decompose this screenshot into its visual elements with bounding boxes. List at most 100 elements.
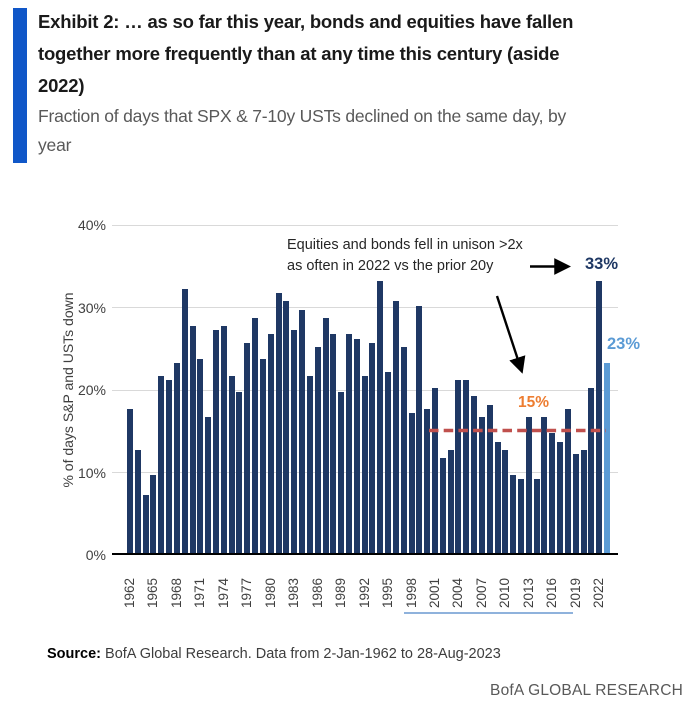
- gridline-30%: [112, 307, 618, 308]
- bar-1980: [267, 334, 274, 553]
- x-axis-line: [112, 553, 618, 555]
- x-tick-2019: 2019: [567, 577, 583, 608]
- bar-2000: [424, 408, 431, 553]
- x-tick-1986: 1986: [309, 577, 325, 608]
- x-tick-1971: 1971: [192, 577, 208, 608]
- data-label-2023: 23%: [607, 335, 641, 353]
- x-tick-1968: 1968: [168, 577, 184, 608]
- bar-1995: [385, 371, 392, 553]
- source-note: Source: BofA Global Research. Data from …: [47, 646, 501, 662]
- x-tick-2022: 2022: [591, 577, 607, 608]
- bar-2006: [471, 396, 478, 553]
- bar-1982: [283, 301, 290, 553]
- bar-1985: [306, 375, 313, 553]
- bar-2019: [572, 454, 579, 553]
- bar-1967: [166, 379, 173, 553]
- annotation-line: Equities and bonds fell in unison >2x: [287, 237, 523, 253]
- bar-2020: [580, 449, 587, 553]
- bar-1994: [377, 280, 384, 553]
- bar-2007: [478, 416, 485, 553]
- brand-footer: BofA GLOBAL RESEARCH: [490, 682, 683, 699]
- x-tick-1974: 1974: [215, 577, 231, 608]
- x-tick-2016: 2016: [544, 577, 560, 608]
- bar-2002: [439, 458, 446, 553]
- bar-1997: [400, 346, 407, 553]
- bar-1987: [322, 317, 329, 553]
- bar-2011: [510, 474, 517, 553]
- exhibit-title-line: 2022): [38, 75, 85, 96]
- exhibit-header: Exhibit 2: … as so far this year, bonds …: [38, 6, 686, 159]
- bar-2021: [588, 388, 595, 553]
- bar-1977: [244, 342, 251, 553]
- bar-2008: [486, 404, 493, 553]
- bar-chart: 0% 10% 20% 30% 40% % of days S&P and USTs do…: [60, 218, 641, 614]
- bar-1981: [275, 293, 282, 553]
- bar-2012: [518, 478, 524, 553]
- bar-2004: [455, 379, 462, 553]
- reference-line-label: 15%: [518, 394, 550, 411]
- bar-1984: [299, 309, 306, 553]
- exhibit-subtitle-line: Fraction of days that SPX & 7-10y USTs d…: [38, 106, 567, 126]
- exhibit-subtitle-line: year: [38, 134, 72, 155]
- y-tick-10%: 10%: [77, 464, 106, 481]
- bar-2003: [447, 449, 454, 553]
- x-axis-underline-artifact: [404, 612, 573, 614]
- x-tick-1995: 1995: [380, 577, 396, 608]
- bar-1966: [158, 375, 165, 553]
- bar-1964: [142, 495, 149, 553]
- source-text: BofA Global Research. Data from 2-Jan-19…: [101, 646, 501, 662]
- x-tick-1998: 1998: [403, 577, 419, 608]
- bar-1992: [361, 375, 368, 553]
- bar-2009: [494, 441, 501, 553]
- bar-1988: [330, 334, 337, 553]
- bar-1996: [392, 301, 399, 553]
- y-tick-30%: 30%: [77, 299, 106, 316]
- bar-1983: [291, 330, 298, 553]
- x-tick-1980: 1980: [262, 577, 278, 608]
- bar-1972: [205, 416, 212, 553]
- exhibit-title-line: Exhibit 2: … as so far this year, bonds …: [38, 11, 574, 32]
- y-tick-20%: 20%: [77, 382, 106, 398]
- bar-1998: [408, 412, 415, 553]
- bar-1973: [213, 330, 220, 553]
- y-axis-title-text: % of days S&P and USTs down: [60, 292, 76, 488]
- bar-1968: [173, 363, 180, 553]
- x-tick-1962: 1962: [122, 577, 137, 608]
- bar-1999: [416, 305, 423, 553]
- annotation-line: as often in 2022 vs the prior 20y: [287, 257, 494, 274]
- bar-1990: [345, 334, 352, 553]
- bar-2010: [502, 449, 509, 553]
- x-tick-1992: 1992: [356, 577, 372, 608]
- x-tick-1965: 1965: [145, 577, 161, 608]
- bar-1986: [314, 346, 321, 553]
- bar-2013: [525, 416, 532, 553]
- bar-1993: [369, 342, 376, 553]
- x-tick-2010: 2010: [497, 577, 513, 608]
- bar-2017: [557, 441, 564, 553]
- annotation-callout: Equities and bonds fell in unison >2x as…: [287, 235, 557, 276]
- bar-2023: [604, 363, 611, 553]
- bar-1970: [189, 326, 196, 553]
- bar-1965: [150, 474, 157, 553]
- bar-2015: [541, 416, 548, 553]
- bar-2014: [533, 478, 540, 553]
- x-tick-2007: 2007: [473, 577, 489, 608]
- gridline-40%: [112, 224, 618, 226]
- source-prefix: Source:: [47, 646, 101, 662]
- bar-2005: [463, 379, 470, 553]
- data-label-2022: 33%: [585, 255, 619, 273]
- bar-1962: [127, 408, 133, 553]
- bar-1976: [236, 392, 243, 553]
- bar-1969: [181, 289, 188, 553]
- bar-1989: [338, 392, 345, 553]
- x-tick-1989: 1989: [333, 577, 349, 608]
- exhibit-accent-bar: [13, 8, 27, 163]
- bar-1978: [252, 317, 259, 553]
- y-tick-0%: 0%: [85, 547, 106, 563]
- x-tick-2013: 2013: [520, 577, 536, 608]
- x-tick-1983: 1983: [286, 577, 302, 608]
- bar-2022: [596, 280, 603, 553]
- x-tick-2004: 2004: [450, 577, 466, 608]
- bar-1963: [134, 449, 141, 553]
